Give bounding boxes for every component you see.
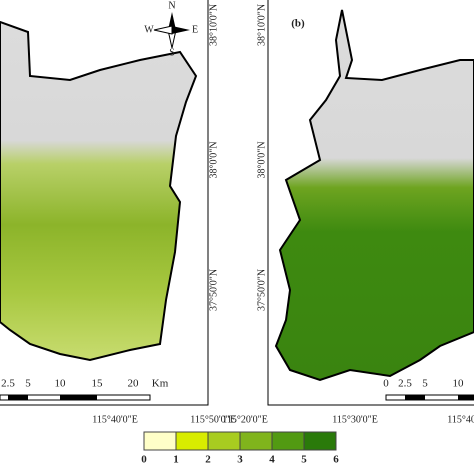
compass-label: W [144,24,154,35]
scale-label: 0 [383,378,389,390]
longitude-label: 115°40'0"E [447,414,474,425]
scale-label: 15 [92,378,104,390]
panel-label: (b) [291,18,305,30]
latitude-label: 38°0'0"N [208,141,219,178]
longitude-label: 115°30'0"E [332,414,378,425]
scale-bar [60,395,97,400]
legend-swatch [207,431,241,451]
scale-bar [405,395,425,400]
compass-needle [168,12,176,30]
legend-swatch [271,431,305,451]
longitude-label: 115°20'0"E [222,414,268,425]
legend-swatch [175,431,209,451]
legend-swatch [143,431,177,451]
scale-bar [385,394,474,401]
longitude-label: 115°50'0"E [190,414,236,425]
region-map [0,20,198,362]
latitude-label: 37°50'0"N [208,269,219,311]
scale-bar [8,395,28,400]
scale-label: 10 [55,378,67,390]
legend-label: 1 [173,454,179,466]
compass-needle [172,26,190,34]
legend-swatch [303,431,337,451]
compass-label: E [192,24,198,35]
legend-swatch [239,431,273,451]
legend-label: 2 [205,454,211,466]
compass-label: N [168,0,175,11]
left-panel [0,0,209,406]
latitude-label: 37°50'0"N [256,269,267,311]
right-panel [267,0,474,406]
scale-bars [0,394,474,401]
region-map [274,9,474,382]
latitude-label: 38°10'0"N [256,4,267,46]
longitude-label: 115°40'0"E [92,414,138,425]
legend-label: 3 [237,454,243,466]
scale-label: 20 [128,378,140,390]
scale-label: 10 [453,378,465,390]
legend-label: 5 [301,454,307,466]
scale-label: 5 [422,378,428,390]
latitude-label: 38°10'0"N [208,4,219,46]
scale-label: 5 [25,378,31,390]
scale-label: 2.5 [1,378,15,390]
legend-label: 6 [333,454,339,466]
scale-unit: Km [152,378,169,390]
scale-label: 2.5 [398,378,412,390]
compass [153,12,190,49]
legend-label: 4 [269,454,275,466]
compass-label: S [169,47,175,58]
latitude-label: 38°0'0"N [256,141,267,178]
legend-label: 0 [141,454,147,466]
scale-bar [458,395,474,400]
